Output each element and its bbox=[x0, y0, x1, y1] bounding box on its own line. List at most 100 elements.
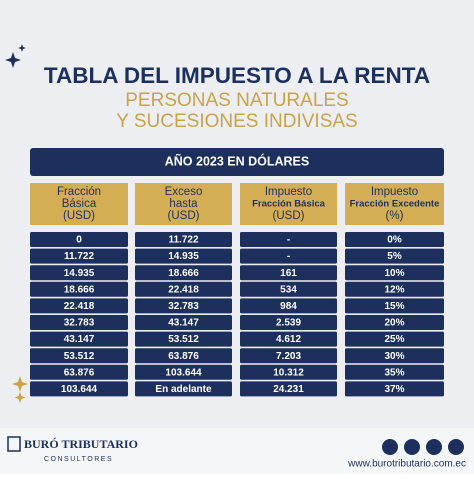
header-text: hasta bbox=[169, 198, 198, 210]
website[interactable]: www.burotributario.com.ec bbox=[347, 459, 466, 470]
cell bbox=[30, 348, 128, 364]
subtitle: PERSONAS NATURALES bbox=[125, 90, 348, 111]
cell-text: 103.644 bbox=[61, 384, 98, 395]
header-text: Impuesto bbox=[371, 186, 418, 198]
cell-text: 161 bbox=[280, 268, 297, 279]
header-text: (USD) bbox=[168, 210, 200, 222]
cell-text: 37% bbox=[384, 384, 404, 395]
cell bbox=[240, 232, 337, 247]
cell-text: 11.722 bbox=[168, 235, 198, 246]
caption: AÑO 2023 EN DÓLARES bbox=[165, 153, 309, 168]
cell bbox=[345, 298, 444, 314]
cell bbox=[240, 281, 337, 297]
header-text: (USD) bbox=[63, 210, 95, 222]
cell-text: 25% bbox=[384, 334, 404, 345]
cell-text: - bbox=[287, 235, 290, 246]
header-cell bbox=[30, 183, 128, 225]
table: FracciónBásica(USD)Excesohasta(USD)Impue… bbox=[30, 183, 444, 397]
header-text: Básica bbox=[62, 198, 97, 210]
cell bbox=[345, 232, 444, 247]
sparkle bbox=[5, 52, 21, 68]
cell bbox=[135, 381, 232, 397]
linkedin-icon[interactable] bbox=[426, 439, 442, 455]
header-text: Exceso bbox=[165, 186, 203, 198]
sparkles bbox=[5, 44, 26, 68]
cell-text: 32.783 bbox=[168, 301, 199, 312]
twitter-icon[interactable] bbox=[404, 439, 420, 455]
cell bbox=[240, 265, 337, 281]
cell bbox=[345, 265, 444, 281]
cell bbox=[135, 232, 232, 247]
cell-text: 22.418 bbox=[64, 301, 95, 312]
cell bbox=[240, 298, 337, 314]
cell-text: 35% bbox=[384, 367, 404, 378]
cell bbox=[345, 364, 444, 380]
cell bbox=[240, 348, 337, 364]
caption-bar bbox=[30, 148, 444, 176]
sparkle bbox=[12, 376, 28, 392]
cell-text: 10.312 bbox=[273, 367, 304, 378]
cell-text: 20% bbox=[384, 318, 404, 329]
cell-text: 11.722 bbox=[64, 251, 94, 262]
cell-text: 103.644 bbox=[165, 367, 202, 378]
social-icons bbox=[382, 439, 464, 455]
instagram-icon[interactable] bbox=[448, 439, 464, 455]
cell bbox=[30, 248, 128, 264]
cell-text: 4.612 bbox=[276, 334, 301, 345]
cell-text: 0 bbox=[76, 235, 82, 246]
cell bbox=[30, 315, 128, 330]
cell bbox=[30, 381, 128, 397]
sparkles bbox=[12, 376, 28, 403]
cell bbox=[135, 281, 232, 297]
cell bbox=[345, 248, 444, 264]
cell-text: 18.666 bbox=[64, 284, 95, 295]
cell-text: En adelante bbox=[155, 384, 212, 395]
cell-text: 24.231 bbox=[273, 384, 304, 395]
cell bbox=[135, 348, 232, 364]
cell bbox=[30, 331, 128, 347]
header-text: Fracción Excedente bbox=[350, 199, 440, 210]
header-text: Fracción bbox=[57, 186, 101, 198]
cell bbox=[30, 364, 128, 380]
cell-text: 18.666 bbox=[168, 268, 199, 279]
title: TABLA DEL IMPUESTO A LA RENTA bbox=[44, 63, 430, 88]
header-cell bbox=[345, 183, 444, 225]
header-text: (USD) bbox=[273, 210, 305, 222]
cell-text: 2.539 bbox=[276, 318, 301, 329]
cell bbox=[135, 298, 232, 314]
cell-text: - bbox=[287, 251, 290, 262]
cell-text: 14.935 bbox=[168, 251, 199, 262]
facebook-icon[interactable] bbox=[382, 439, 398, 455]
cell bbox=[345, 331, 444, 347]
header-text: Impuesto bbox=[265, 186, 312, 198]
cell bbox=[345, 315, 444, 330]
cell bbox=[240, 248, 337, 264]
cell bbox=[30, 281, 128, 297]
brand-sub: CONSULTORES bbox=[44, 456, 113, 463]
cell-text: 53.512 bbox=[168, 334, 199, 345]
cell-text: 15% bbox=[384, 301, 404, 312]
cell bbox=[135, 265, 232, 281]
cell-text: 22.418 bbox=[168, 284, 199, 295]
cell-text: 10% bbox=[384, 268, 404, 279]
cell-text: 0% bbox=[387, 235, 402, 246]
cell-text: 30% bbox=[384, 351, 404, 362]
header-text: Fracción Básica bbox=[252, 199, 326, 210]
subtitle: Y SUCESIONES INDIVISAS bbox=[116, 111, 357, 132]
cell bbox=[30, 232, 128, 247]
cell bbox=[30, 298, 128, 314]
cell-text: 984 bbox=[280, 301, 297, 312]
cell-text: 14.935 bbox=[64, 268, 95, 279]
cell bbox=[240, 364, 337, 380]
cell-text: 12% bbox=[384, 284, 404, 295]
header-cell bbox=[240, 183, 337, 225]
cell bbox=[240, 315, 337, 330]
brand: BURÓ TRIBUTARIO bbox=[24, 437, 138, 451]
cell bbox=[135, 315, 232, 330]
cell-text: 5% bbox=[387, 251, 402, 262]
cell-text: 63.876 bbox=[168, 351, 199, 362]
cell bbox=[345, 348, 444, 364]
cell-text: 43.147 bbox=[64, 334, 95, 345]
cell-text: 32.783 bbox=[64, 318, 95, 329]
